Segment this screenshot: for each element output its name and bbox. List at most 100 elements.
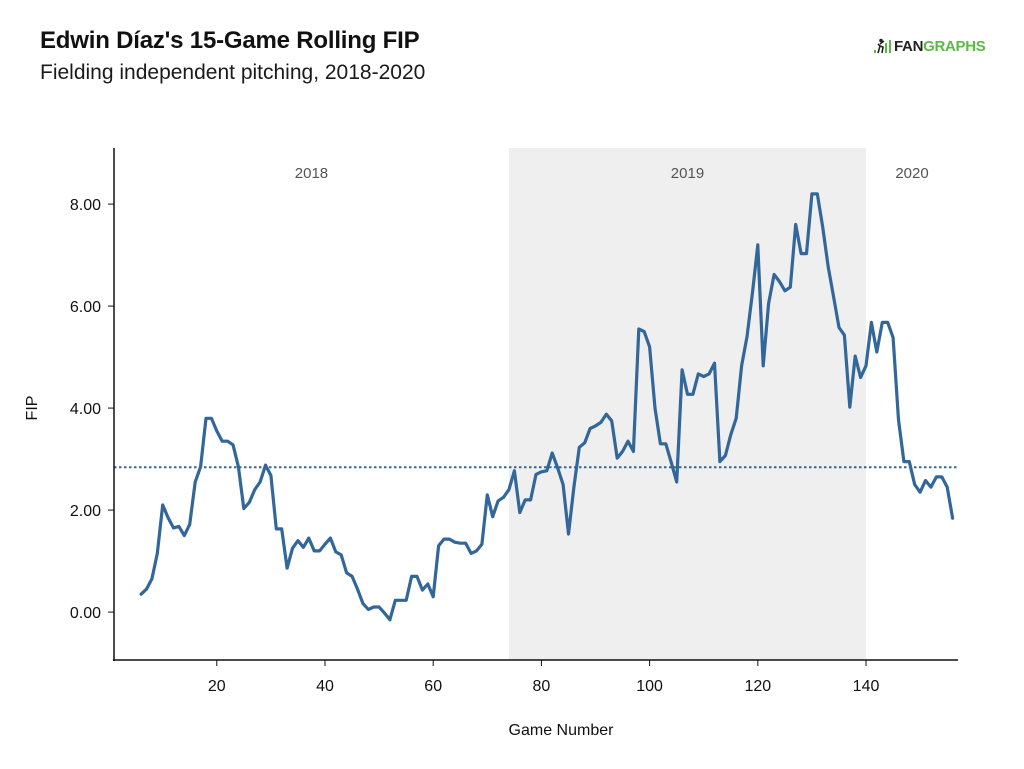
- batter-bars-icon: [874, 38, 891, 54]
- data-point-game-77: [524, 498, 527, 502]
- data-point-game-41: [329, 536, 332, 540]
- data-point-game-126: [789, 286, 792, 289]
- x-tick-label: 80: [533, 678, 551, 695]
- data-point-game-107: [686, 393, 689, 396]
- data-point-game-64: [453, 541, 456, 544]
- data-point-game-75: [513, 469, 516, 472]
- data-point-game-71: [491, 515, 494, 518]
- data-point-game-105: [675, 480, 678, 484]
- data-point-game-147: [902, 460, 906, 463]
- data-point-game-13: [177, 525, 181, 528]
- data-point-game-123: [772, 273, 776, 276]
- data-point-game-149: [913, 483, 916, 486]
- y-tick-label: 6.00: [70, 299, 101, 316]
- data-point-game-124: [778, 280, 781, 283]
- data-point-game-154: [940, 475, 943, 479]
- data-point-game-11: [166, 516, 170, 519]
- data-point-game-110: [702, 375, 705, 378]
- data-point-game-81: [545, 469, 548, 472]
- data-point-game-79: [534, 473, 538, 476]
- data-point-game-153: [935, 475, 938, 479]
- data-point-game-65: [459, 542, 462, 545]
- data-point-game-56: [410, 575, 413, 578]
- data-point-game-125: [783, 289, 787, 292]
- data-point-game-38: [313, 549, 316, 553]
- data-point-game-103: [664, 442, 667, 445]
- data-point-game-34: [291, 547, 294, 550]
- data-point-game-22: [226, 440, 229, 443]
- data-point-game-99: [643, 330, 646, 333]
- data-point-game-67: [469, 552, 473, 555]
- data-point-game-17: [199, 465, 202, 468]
- data-point-game-148: [908, 460, 911, 463]
- x-tick-label: 20: [208, 678, 226, 695]
- data-point-game-144: [886, 321, 889, 324]
- data-point-game-131: [816, 192, 819, 196]
- data-point-game-135: [837, 326, 841, 329]
- data-point-game-46: [356, 587, 359, 591]
- data-point-game-133: [827, 265, 830, 268]
- data-point-game-136: [843, 334, 846, 337]
- data-point-game-120: [756, 243, 759, 247]
- data-point-game-43: [340, 553, 343, 557]
- data-point-game-116: [735, 417, 738, 420]
- data-point-game-76: [518, 511, 521, 514]
- data-point-game-29: [264, 464, 267, 467]
- data-point-game-8: [150, 577, 154, 581]
- data-point-game-24: [237, 465, 240, 468]
- season-label-2018: 2018: [295, 165, 328, 182]
- season-band-2019: [508, 148, 867, 660]
- data-point-game-52: [388, 618, 392, 621]
- x-axis-title: Game Number: [509, 722, 615, 739]
- data-point-game-102: [659, 442, 662, 445]
- data-point-game-66: [464, 542, 467, 545]
- data-point-game-86: [572, 485, 576, 489]
- data-point-game-26: [248, 501, 251, 504]
- data-point-game-28: [258, 480, 262, 484]
- data-point-game-15: [188, 523, 191, 526]
- data-point-game-93: [610, 419, 613, 422]
- data-point-game-23: [231, 443, 235, 446]
- data-point-game-106: [680, 368, 684, 371]
- season-labels: 2018 2019 2020: [295, 165, 929, 182]
- data-point-game-142: [875, 350, 878, 354]
- data-point-game-54: [399, 599, 402, 602]
- data-point-game-57: [415, 575, 419, 578]
- data-point-game-141: [870, 321, 873, 324]
- data-point-game-16: [194, 480, 197, 484]
- logo-text-fan: FAN: [894, 37, 924, 55]
- data-point-game-109: [697, 372, 700, 376]
- data-point-game-25: [242, 507, 245, 510]
- data-point-game-97: [632, 450, 635, 453]
- season-label-2020: 2020: [895, 165, 928, 182]
- data-point-game-45: [350, 575, 354, 578]
- data-point-game-140: [864, 364, 868, 367]
- x-tick-label: 140: [853, 678, 880, 695]
- data-point-game-48: [367, 608, 370, 611]
- data-point-game-59: [426, 582, 429, 586]
- data-point-game-80: [540, 470, 543, 473]
- data-point-game-130: [810, 192, 814, 196]
- data-point-game-39: [318, 549, 321, 553]
- x-axis-ticks: 20 40 60 80 100 120 140: [208, 660, 880, 695]
- data-point-game-51: [383, 611, 386, 615]
- data-point-game-92: [605, 413, 608, 416]
- data-point-game-37: [307, 536, 310, 540]
- data-point-game-32: [280, 527, 283, 531]
- data-point-game-78: [529, 498, 532, 502]
- data-point-game-143: [881, 321, 884, 324]
- data-point-game-155: [946, 485, 949, 489]
- data-point-game-31: [275, 527, 278, 531]
- x-tick-label: 60: [424, 678, 442, 695]
- chart-title: Edwin Díaz's 15-Game Rolling FIP: [40, 27, 420, 54]
- data-point-game-85: [567, 532, 570, 536]
- data-point-game-87: [578, 446, 581, 449]
- data-point-game-61: [437, 544, 440, 547]
- data-point-game-94: [616, 456, 619, 460]
- data-point-game-152: [929, 485, 933, 489]
- data-point-game-115: [729, 433, 732, 436]
- data-point-game-95: [621, 450, 624, 453]
- data-point-game-108: [691, 393, 695, 396]
- data-point-game-20: [215, 429, 218, 433]
- data-point-game-68: [475, 549, 478, 553]
